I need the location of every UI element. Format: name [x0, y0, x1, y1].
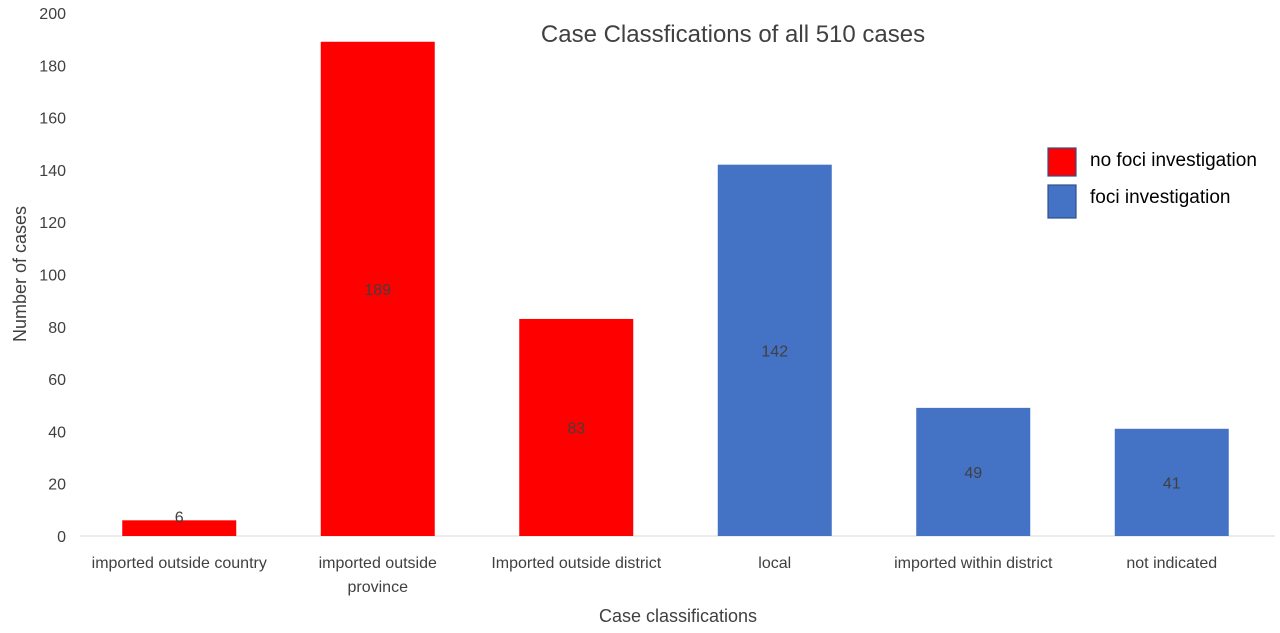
y-tick-label-80: 80	[48, 320, 66, 337]
bar-2	[519, 318, 634, 536]
bar-3	[717, 164, 832, 537]
data-label-4: 49	[964, 465, 982, 482]
category-label-2: Imported outside district	[491, 555, 661, 572]
bar-4	[916, 407, 1031, 536]
data-label-0: 6	[175, 509, 184, 526]
bar-1	[320, 41, 435, 536]
y-axis-label: Number of cases	[10, 206, 30, 342]
legend: no foci investigation foci investigation	[1047, 147, 1257, 219]
legend-swatch-0	[1047, 147, 1077, 177]
category-label-0: imported outside country	[92, 555, 267, 572]
y-tick-label-60: 60	[48, 372, 66, 389]
legend-swatch-1	[1047, 184, 1077, 219]
category-label-1: imported outside province	[319, 555, 437, 596]
category-label-5: not indicated	[1126, 555, 1217, 572]
legend-label-1: foci investigation	[1090, 187, 1230, 208]
y-tick-label-180: 180	[39, 58, 66, 75]
data-label-1: 189	[364, 282, 391, 299]
category-label-4: imported within district	[894, 555, 1053, 572]
category-labels: imported outside country imported outside…	[92, 555, 1217, 596]
data-label-5: 41	[1163, 475, 1181, 492]
data-labels: 6 189 83 142 49 41	[175, 282, 1181, 526]
y-tick-label-100: 100	[39, 268, 66, 285]
chart-title: Case Classfications of all 510 cases	[541, 21, 925, 48]
y-tick-label-40: 40	[48, 424, 66, 441]
category-label-3: local	[758, 555, 791, 572]
bar-5	[1114, 428, 1229, 536]
bars	[122, 41, 1229, 537]
legend-label-0: no foci investigation	[1090, 150, 1257, 171]
bar-0	[122, 520, 237, 536]
y-tick-label-0: 0	[57, 529, 66, 546]
data-label-3: 142	[761, 343, 788, 360]
y-tick-label-20: 20	[48, 477, 66, 494]
data-label-2: 83	[567, 420, 585, 437]
y-tick-label-160: 160	[39, 111, 66, 128]
y-tick-label-200: 200	[39, 6, 66, 23]
y-tick-label-120: 120	[39, 215, 66, 232]
y-tick-labels: 0 20 40 60 80 100 120 140 160 180 200	[39, 6, 66, 546]
y-tick-label-140: 140	[39, 163, 66, 180]
x-axis-label: Case classifications	[599, 606, 757, 626]
